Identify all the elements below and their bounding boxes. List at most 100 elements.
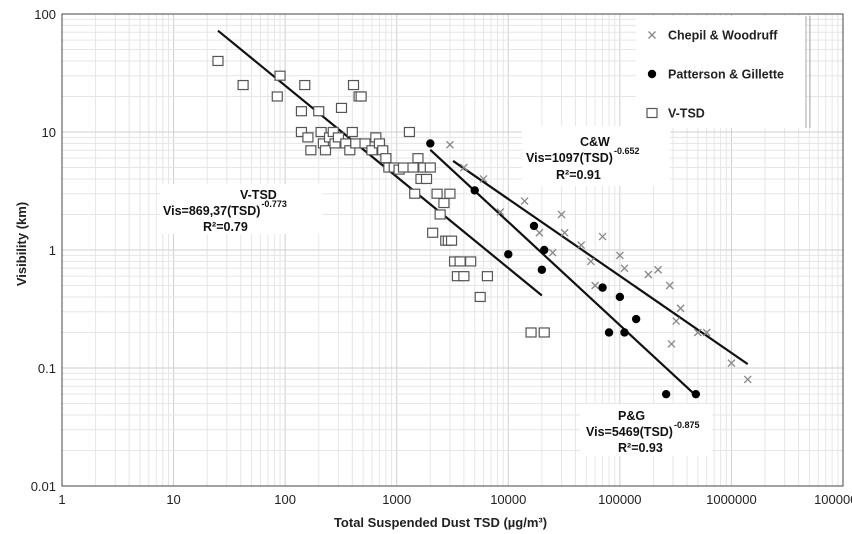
data-point (427, 227, 439, 238)
data-point (335, 102, 348, 114)
data-point (598, 283, 607, 292)
data-point (535, 228, 544, 237)
annotation-exponent: -0.652 (614, 146, 640, 156)
data-point (676, 304, 685, 313)
annotation-equation: Vis=5469(TSD) (586, 425, 673, 439)
data-point (409, 188, 421, 199)
data-point (271, 91, 283, 102)
annotation-background (580, 404, 712, 456)
x-tick-label: 10000000 (814, 492, 852, 507)
data-point (496, 208, 505, 216)
data-point (598, 232, 607, 241)
data-point (474, 291, 486, 303)
x-marker-stroke (577, 241, 586, 250)
data-point (540, 245, 549, 255)
x-marker-stroke (665, 281, 674, 290)
x-marker-stroke (459, 163, 468, 172)
data-point (504, 250, 513, 259)
data-point (538, 327, 550, 338)
data-point (355, 91, 367, 102)
y-tick-label: 1 (49, 243, 56, 258)
data-point (702, 328, 711, 337)
x-marker-stroke (557, 210, 566, 219)
x-marker-stroke (496, 208, 505, 216)
series-circle (426, 139, 701, 399)
x-axis-ticks: 1 10 100 1000 10000 100000 1000000 10000000 (58, 492, 852, 507)
data-point (332, 132, 344, 143)
data-point (631, 314, 641, 324)
data-point (604, 328, 614, 337)
data-point (479, 174, 488, 183)
data-point (319, 145, 332, 156)
data-point (691, 389, 701, 399)
x-marker-stroke (702, 328, 711, 337)
data-point (346, 126, 358, 138)
legend-label: Chepil & Woodruff (668, 29, 778, 43)
x-marker-stroke (727, 359, 736, 368)
x-marker-stroke (667, 339, 676, 348)
legend-marker (647, 69, 657, 79)
annotation-r2: R²=0.91 (556, 168, 601, 182)
data-point (529, 221, 539, 231)
data-point (654, 265, 663, 274)
y-tick-label: 0.01 (31, 479, 56, 494)
legend-box (636, 16, 806, 128)
x-marker-stroke (648, 31, 656, 39)
data-point (591, 281, 600, 290)
x-tick-label: 10000 (490, 492, 526, 507)
series-square (212, 55, 550, 338)
data-point (434, 209, 446, 220)
data-point (426, 139, 435, 148)
x-marker-stroke (479, 174, 488, 183)
legend-marker (648, 31, 656, 39)
data-point (644, 270, 653, 279)
data-point (667, 339, 676, 348)
annotation-cw: C&W Vis=1097(TSD) -0.652 R²=0.91 (522, 126, 670, 186)
data-point (520, 197, 529, 205)
annotation-background (522, 126, 670, 186)
x-marker-stroke (591, 281, 600, 290)
data-point (397, 162, 410, 173)
annotation-equation: Vis=1097(TSD) (526, 151, 613, 165)
x-marker-stroke (615, 251, 624, 260)
data-point (620, 264, 629, 273)
x-marker-stroke (644, 270, 653, 279)
data-point (431, 188, 443, 199)
data-point (525, 327, 537, 338)
data-point (344, 145, 356, 156)
x-marker-stroke (535, 228, 544, 237)
data-point (380, 153, 392, 164)
data-point (347, 79, 360, 91)
y-axis-ticks: 0.01 0.1 1 10 100 (31, 7, 56, 494)
x-marker-stroke (672, 317, 681, 326)
data-point (305, 145, 317, 156)
data-point (665, 281, 674, 290)
annotation-title: C&W (580, 135, 610, 149)
data-point (458, 271, 470, 282)
legend: Chepil & Woodruff Patterson & Gillette V-T… (636, 16, 811, 128)
data-point (454, 256, 466, 267)
y-axis-title: Visibility (km) (14, 202, 29, 286)
data-point (548, 248, 557, 257)
x-marker-stroke (445, 140, 454, 149)
y-tick-label: 10 (42, 125, 56, 140)
annotation-title: P&G (618, 409, 645, 423)
x-tick-label: 10 (166, 492, 180, 507)
data-point (424, 162, 436, 173)
data-point (212, 55, 224, 67)
series-x (445, 140, 752, 384)
data-point (359, 138, 371, 149)
data-point (661, 389, 671, 399)
x-marker-stroke (586, 257, 595, 266)
x-tick-label: 1000 (382, 492, 411, 507)
annotation-exponent: -0.773 (261, 199, 287, 209)
x-tick-label: 1000000 (706, 492, 757, 507)
data-point (537, 265, 547, 274)
data-point (350, 138, 362, 149)
data-point (237, 79, 249, 91)
data-point (315, 126, 327, 138)
data-point (444, 188, 456, 199)
data-point (615, 292, 625, 302)
data-point (274, 70, 286, 81)
